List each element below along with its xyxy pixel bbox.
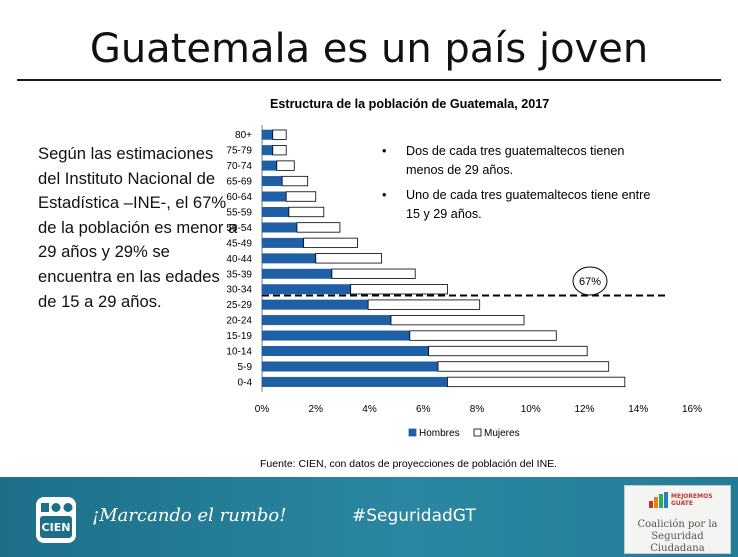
bar-mujeres bbox=[350, 284, 448, 295]
y-tick-label: 20-24 bbox=[226, 316, 252, 327]
partner-tag-line-2: GUATE bbox=[671, 500, 693, 507]
y-tick-label: 70-74 bbox=[226, 161, 252, 172]
x-tick-label: 6% bbox=[416, 404, 431, 415]
bar-mujeres bbox=[390, 314, 525, 326]
y-tick-label: 50-54 bbox=[226, 223, 252, 234]
bar-mujeres bbox=[272, 129, 287, 140]
y-tick-label: 75-79 bbox=[226, 146, 252, 157]
y-tick-label: 40-44 bbox=[226, 254, 252, 265]
footer-hashtag: #SeguridadGT bbox=[352, 506, 476, 526]
x-tick-label: 14% bbox=[628, 404, 648, 415]
annotation-label: 67% bbox=[579, 276, 601, 288]
legend-label-hombres: Hombres bbox=[419, 428, 460, 439]
intro-paragraph: Según las estimaciones del Instituto Nac… bbox=[38, 144, 238, 311]
bar-mujeres bbox=[428, 345, 588, 357]
y-tick-label: 35-39 bbox=[226, 269, 252, 280]
x-tick-label: 8% bbox=[470, 404, 485, 415]
bar-hombres bbox=[261, 206, 290, 217]
bar-hombres bbox=[261, 253, 316, 264]
bar-hombres bbox=[261, 376, 448, 387]
bar-mujeres bbox=[315, 253, 382, 264]
footer-bar bbox=[0, 477, 738, 557]
bar-hombres bbox=[261, 129, 273, 140]
x-tick-label: 0% bbox=[255, 404, 270, 415]
cien-logo-text: CIEN bbox=[42, 521, 71, 534]
bar-mujeres bbox=[296, 222, 341, 233]
x-tick-label: 4% bbox=[362, 404, 377, 415]
partner-tag-line-1: MEJOREMOS bbox=[671, 493, 713, 500]
y-tick-label: 15-19 bbox=[226, 331, 252, 342]
legend-swatch-hombres bbox=[408, 428, 417, 437]
bar-mujeres bbox=[272, 145, 287, 156]
key-fact-1: Dos de cada tres guatemaltecos tienen me… bbox=[380, 142, 660, 180]
bar-mujeres bbox=[437, 361, 610, 372]
bar-mujeres bbox=[281, 175, 309, 187]
chart-source: Fuente: CIEN, con datos de proyecciones … bbox=[260, 458, 558, 470]
y-tick-label: 60-64 bbox=[226, 192, 252, 203]
bar-hombres bbox=[261, 330, 411, 341]
bar-hombres bbox=[261, 176, 283, 187]
x-tick-label: 2% bbox=[309, 404, 324, 415]
annotation-circle bbox=[572, 266, 608, 296]
cien-logo-icon: CIEN bbox=[36, 497, 76, 543]
legend-label-mujeres: Mujeres bbox=[484, 428, 520, 439]
partner-name-line-1: Coalición por la bbox=[637, 519, 718, 530]
y-tick-label: 10-14 bbox=[226, 347, 252, 358]
bar-hombres bbox=[261, 268, 333, 279]
bar-mujeres bbox=[331, 268, 416, 279]
partner-mark-icon bbox=[649, 492, 668, 508]
title-divider bbox=[17, 79, 721, 81]
bar-hombres bbox=[261, 361, 439, 372]
bar-mujeres bbox=[285, 191, 317, 202]
y-tick-label: 65-69 bbox=[226, 177, 252, 188]
x-tick-label: 16% bbox=[682, 404, 702, 415]
population-pyramid-chart: 80+ 75-79 70-74 65-69 60-64 55-59 50-54 45-49 40… bbox=[226, 125, 702, 439]
chart-title: Estructura de la población de Guatemala,… bbox=[270, 97, 550, 111]
bar-hombres bbox=[261, 315, 392, 326]
legend-swatch-mujeres bbox=[473, 428, 482, 437]
y-tick-label: 80+ bbox=[235, 130, 252, 141]
bar-mujeres bbox=[367, 299, 481, 310]
partner-name-line-2: Seguridad Ciudadana bbox=[650, 531, 705, 554]
bar-hombres bbox=[261, 222, 298, 233]
partner-tagline: MEJOREMOS GUATE bbox=[671, 493, 713, 507]
slide-title: Guatemala es un país joven bbox=[89, 26, 649, 72]
bar-hombres bbox=[261, 299, 369, 310]
bar-mujeres bbox=[447, 376, 626, 388]
x-tick-label: 10% bbox=[521, 404, 541, 415]
bar-hombres bbox=[261, 191, 287, 202]
y-tick-label: 45-49 bbox=[226, 238, 252, 249]
partner-logo-card: MEJOREMOS GUATE Coalición por la Segurid… bbox=[624, 485, 731, 554]
bar-hombres bbox=[261, 284, 351, 295]
bar-mujeres bbox=[409, 330, 557, 341]
y-tick-label: 30-34 bbox=[226, 285, 252, 296]
y-tick-label: 0-4 bbox=[238, 377, 253, 388]
partner-name: Coalición por la Seguridad Ciudadana bbox=[625, 519, 730, 555]
y-tick-label: 5-9 bbox=[238, 362, 253, 373]
y-tick-label: 25-29 bbox=[226, 300, 252, 311]
key-fact-2: Uno de cada tres guatemaltecos tiene ent… bbox=[380, 186, 660, 224]
bar-hombres bbox=[261, 160, 278, 171]
footer-slogan: ¡Marcando el rumbo! bbox=[92, 505, 287, 526]
bar-mujeres bbox=[288, 206, 325, 218]
bar-hombres bbox=[261, 145, 273, 156]
x-tick-label: 12% bbox=[574, 404, 594, 415]
key-facts-list: Dos de cada tres guatemaltecos tienen me… bbox=[380, 142, 660, 230]
bar-mujeres bbox=[276, 160, 295, 171]
y-tick-label: 55-59 bbox=[226, 207, 252, 218]
bar-mujeres bbox=[303, 237, 358, 249]
bar-hombres bbox=[261, 346, 429, 357]
bar-hombres bbox=[261, 237, 304, 248]
